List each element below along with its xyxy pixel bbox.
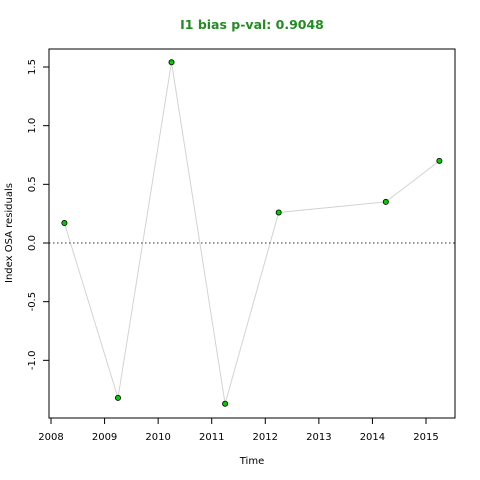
data-point xyxy=(61,220,68,227)
x-tick-label: 2013 xyxy=(306,432,331,443)
y-tick-label: 0.5 xyxy=(27,176,38,192)
data-point xyxy=(114,394,121,401)
y-tick-label: 0.0 xyxy=(27,235,38,251)
y-tick-label: 1.5 xyxy=(27,59,38,75)
data-point xyxy=(222,400,229,407)
x-tick-label: 2008 xyxy=(38,432,63,443)
y-tick-label: 1.0 xyxy=(27,118,38,134)
data-point xyxy=(168,59,175,66)
x-tick-label: 2010 xyxy=(145,432,170,443)
data-point xyxy=(382,198,389,205)
data-point xyxy=(275,209,282,216)
x-tick-label: 2009 xyxy=(92,432,117,443)
x-tick-label: 2012 xyxy=(253,432,278,443)
y-tick-label: -1.0 xyxy=(27,351,38,371)
y-axis-label: Index OSA residuals xyxy=(4,183,15,283)
data-point xyxy=(436,157,443,164)
plot-area: 2008 2009 2010 2011 2012 2013 2014 2015 -1.0 -0.5… xyxy=(27,48,456,443)
x-tick-label: 2011 xyxy=(199,432,224,443)
series-line xyxy=(63,62,440,404)
y-tick-label: -0.5 xyxy=(27,292,38,312)
chart-title: I1 bias p-val: 0.9048 xyxy=(180,17,324,32)
x-tick-label: 2015 xyxy=(413,432,438,443)
x-tick-label: 2014 xyxy=(360,432,385,443)
plot-frame xyxy=(48,48,456,419)
x-axis-label: Time xyxy=(239,456,264,467)
